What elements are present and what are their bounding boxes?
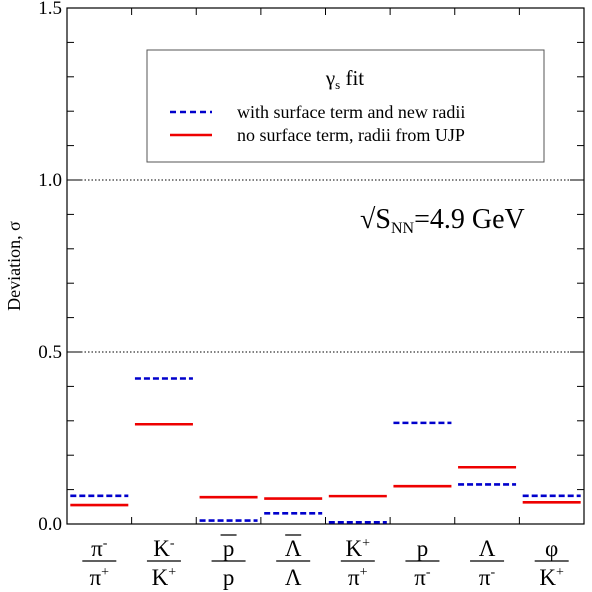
x-label-numerator: Λ (285, 536, 302, 561)
legend-label-series-1: with surface term and new radii (237, 102, 465, 122)
x-label-numerator: K- (153, 536, 175, 561)
x-category-label: p π- (405, 536, 440, 590)
x-category-label: K+ π+ (340, 536, 375, 590)
reference-lines (67, 179, 584, 353)
x-label-denominator: K+ (152, 565, 177, 590)
x-label-numerator: φ (545, 536, 558, 561)
y-tick-label: 1.0 (38, 170, 62, 191)
x-category-label: ΛΛ (276, 534, 311, 590)
x-label-denominator: π+ (90, 565, 110, 590)
legend-box (146, 49, 545, 163)
x-label-denominator: π- (414, 565, 431, 590)
x-category-label: Λπ- (470, 536, 505, 590)
x-label-numerator: π- (91, 536, 108, 561)
x-category-label: φ K+ (534, 536, 569, 590)
y-tick-label: 0.5 (38, 342, 62, 363)
y-axis-label: Deviation, σ (4, 221, 24, 311)
x-label-denominator: p (223, 565, 235, 590)
x-label-numerator: K+ (346, 536, 371, 561)
x-category-label: π-π+ (82, 536, 117, 590)
x-label-denominator: π+ (348, 565, 368, 590)
legend: γs fit with surface term and new radii n… (146, 49, 545, 163)
series-2 (70, 422, 581, 507)
legend-title: γs fit (325, 66, 364, 92)
x-label-numerator: Λ (479, 536, 496, 561)
x-category-label: pp (211, 534, 246, 590)
x-label-denominator: π- (479, 565, 496, 590)
legend-label-series-2: no surface term, radii from UJP (237, 125, 465, 145)
x-label-numerator: p (223, 536, 235, 561)
y-tick-label: 1.5 (38, 0, 62, 19)
series-1 (70, 377, 581, 524)
series (70, 377, 581, 524)
x-label-numerator: p (417, 536, 429, 561)
x-label-denominator: K+ (539, 565, 564, 590)
energy-annotation: √SNN=4.9 GeV (360, 204, 525, 237)
x-label-denominator: Λ (285, 565, 302, 590)
ticks: 0.0 0.5 1.0 1.5 (38, 0, 584, 535)
x-category-label: K- K+ (146, 536, 181, 590)
y-tick-label: 0.0 (38, 514, 62, 535)
